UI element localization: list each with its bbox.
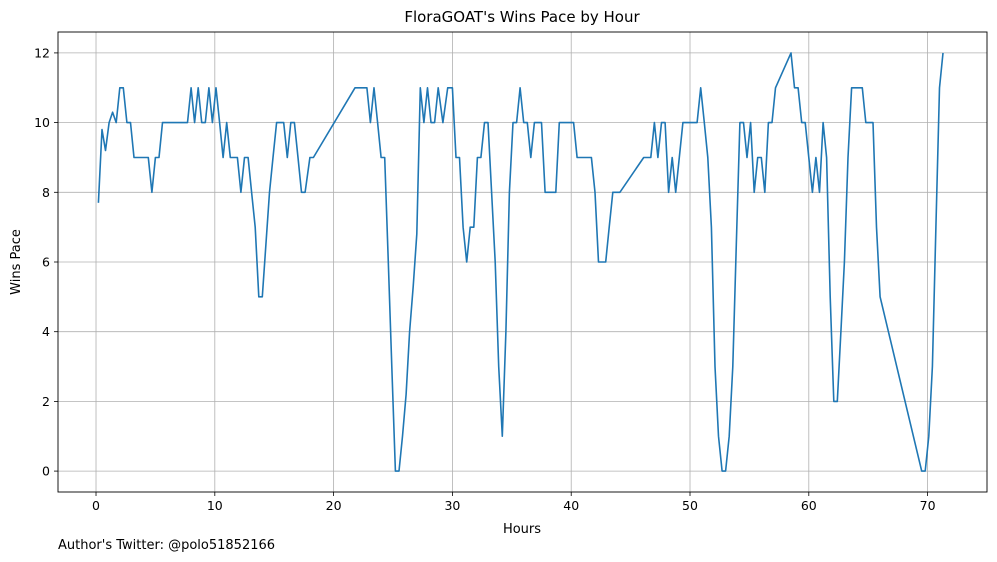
x-tick-label-10: 10 <box>207 498 223 513</box>
x-tick-label-50: 50 <box>682 498 698 513</box>
series-line-1 <box>97 52 944 472</box>
y-tick-label-6: 6 <box>42 255 50 270</box>
ticks: 0 10 20 30 40 50 60 70 0 2 4 6 8 10 12 <box>34 45 936 513</box>
x-tick-label-20: 20 <box>326 498 342 513</box>
y-tick-label-10: 10 <box>34 115 50 130</box>
y-tick-label-0: 0 <box>42 464 50 479</box>
y-tick-label-8: 8 <box>42 185 50 200</box>
author-twitter-footnote: Author's Twitter: @polo51852166 <box>58 538 276 553</box>
y-tick-label-2: 2 <box>42 394 50 409</box>
series-layer <box>97 52 944 472</box>
x-tick-label-0: 0 <box>92 498 100 513</box>
y-tick-label-12: 12 <box>34 45 50 60</box>
y-tick-label-4: 4 <box>42 324 50 339</box>
x-axis-label: Hours <box>503 522 541 537</box>
x-tick-label-60: 60 <box>801 498 817 513</box>
chart-title: FloraGOAT's Wins Pace by Hour <box>404 8 640 26</box>
grid <box>58 32 987 492</box>
x-tick-label-40: 40 <box>563 498 579 513</box>
x-tick-label-30: 30 <box>444 498 460 513</box>
y-axis-label: Wins Pace <box>9 229 24 295</box>
x-tick-label-70: 70 <box>920 498 936 513</box>
